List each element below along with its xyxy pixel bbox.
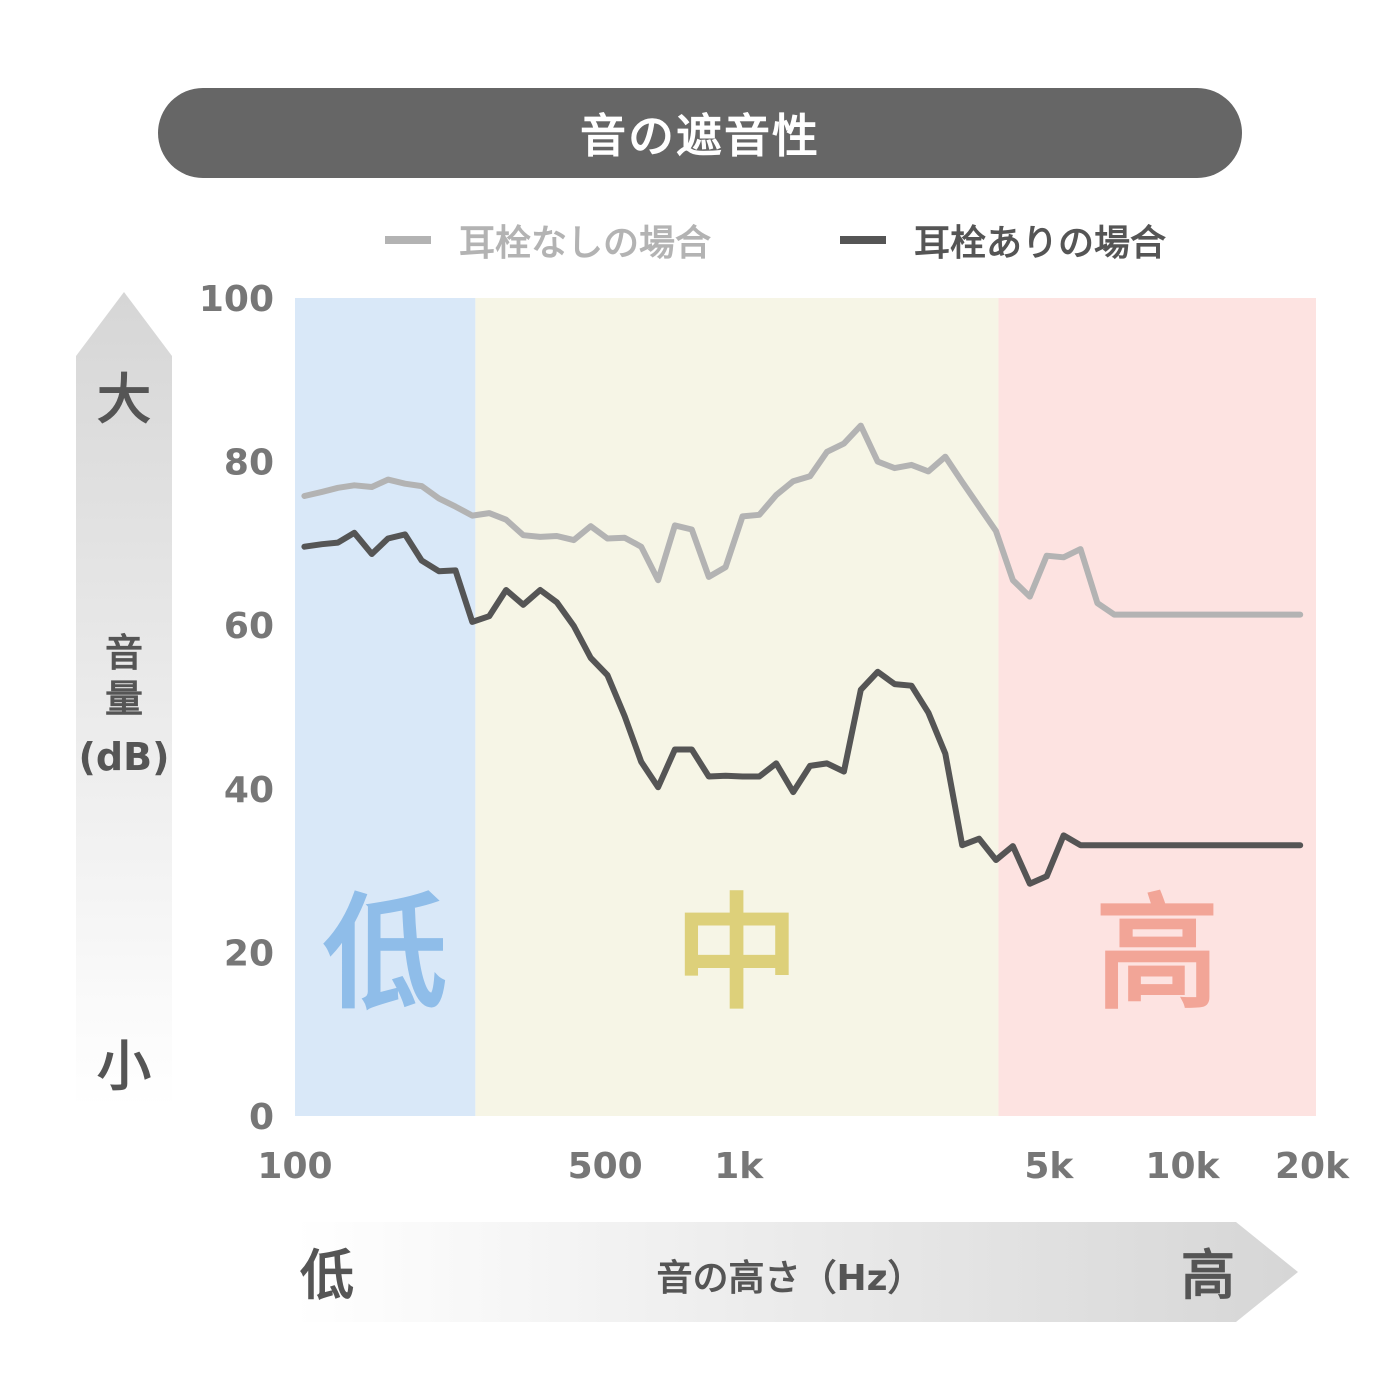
y-axis-low-label: 小	[97, 1035, 151, 1098]
x-tick-label: 500	[568, 1146, 643, 1187]
x-tick-label: 1k	[714, 1146, 764, 1187]
y-axis-high-label: 大	[97, 368, 151, 431]
y-axis-label-line-3: (dB)	[79, 735, 170, 779]
x-axis-arrow	[295, 1222, 1298, 1322]
legend-item-without-earplugs: 耳栓なしの場合	[385, 210, 711, 270]
y-tick-label: 40	[224, 770, 274, 811]
x-tick-label: 10k	[1145, 1146, 1220, 1187]
legend-label-with: 耳栓ありの場合	[914, 223, 1167, 264]
series-line-with-earplugs	[301, 529, 1304, 887]
y-tick-label: 60	[224, 606, 274, 647]
x-tick-label: 100	[257, 1146, 332, 1187]
x-axis-high-label: 高	[1181, 1244, 1235, 1307]
y-tick-label: 20	[224, 933, 274, 974]
y-axis-label-line-2: 量	[105, 677, 143, 721]
y-tick-label: 0	[249, 1097, 274, 1138]
legend-item-with-earplugs: 耳栓ありの場合	[840, 210, 1166, 270]
x-axis-low-label: 低	[300, 1244, 354, 1307]
y-tick-label: 80	[224, 443, 274, 484]
x-axis-label: 音の高さ（Hz）	[656, 1258, 923, 1299]
band-high	[998, 298, 1316, 1116]
y-tick-label: 100	[199, 279, 274, 320]
band-low	[295, 298, 476, 1116]
legend-swatch-without	[385, 236, 431, 244]
x-tick-label: 5k	[1024, 1146, 1074, 1187]
band-mid	[475, 298, 999, 1116]
band-label-mid: 中	[675, 882, 799, 1026]
chart-title: 音の遮音性	[158, 88, 1242, 178]
band-label-high: 高	[1095, 882, 1219, 1026]
legend-label-without: 耳栓なしの場合	[459, 223, 712, 264]
y-axis-label-line-1: 音	[105, 631, 143, 675]
band-label-low: 低	[323, 882, 447, 1026]
x-tick-label: 20k	[1275, 1146, 1350, 1187]
y-axis-arrow	[76, 292, 172, 1108]
legend-swatch-with	[840, 236, 886, 244]
series-line-without-earplugs	[301, 422, 1304, 618]
